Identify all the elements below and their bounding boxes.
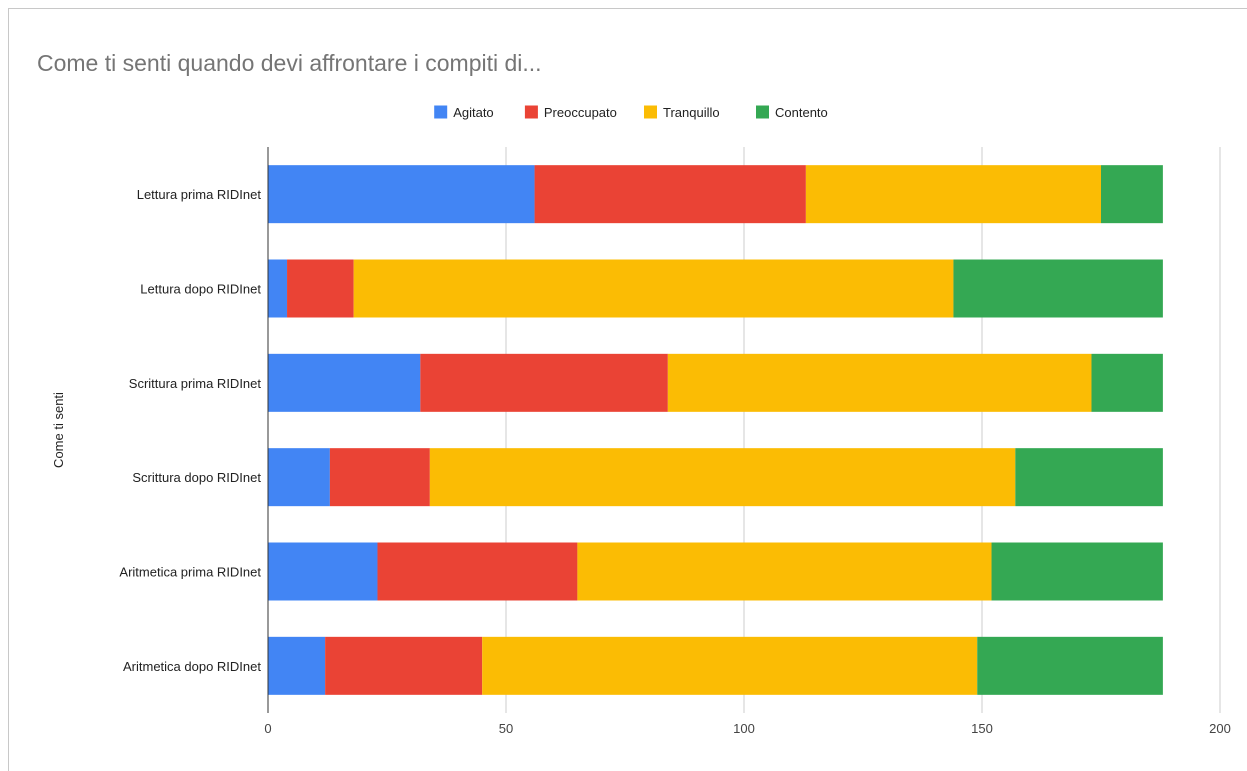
legend-swatch — [434, 105, 448, 119]
bar-segment — [953, 259, 1163, 318]
legend-label: Contento — [775, 105, 828, 120]
category-label: Aritmetica dopo RIDInet — [123, 659, 261, 674]
bar-segment — [667, 353, 1092, 412]
category-label: Lettura prima RIDInet — [137, 187, 262, 202]
gridlines — [505, 147, 1221, 713]
bar-segment — [329, 448, 430, 507]
category-label: Scrittura prima RIDInet — [129, 376, 262, 391]
bar-segment — [1091, 353, 1163, 412]
category-labels: Lettura prima RIDInet Lettura dopo RIDIne… — [119, 187, 261, 674]
category-label: Lettura dopo RIDInet — [140, 282, 261, 297]
category-label: Aritmetica prima RIDInet — [119, 565, 261, 580]
bar-segment — [325, 636, 483, 695]
bars — [268, 165, 1163, 695]
bar-segment — [268, 636, 326, 695]
legend-label: Tranquillo — [663, 105, 720, 120]
legend: Agitato Preoccupato Tranquillo Contento — [434, 105, 828, 120]
x-tick-label: 0 — [264, 721, 271, 736]
bar-segment — [268, 259, 288, 318]
legend-swatch — [644, 105, 657, 119]
x-tick-label: 100 — [733, 721, 755, 736]
legend-swatch — [524, 105, 538, 119]
x-tick-label: 200 — [1209, 721, 1231, 736]
bar-segment — [287, 259, 354, 318]
bar-segment — [577, 542, 992, 601]
bar-segment — [268, 353, 421, 412]
bar-segment — [805, 165, 1101, 224]
x-tick-labels: 0 50 100 150 200 — [264, 721, 1230, 736]
y-axis-title: Come ti senti — [51, 392, 66, 468]
x-tick-label: 50 — [499, 721, 513, 736]
bar-segment — [991, 542, 1163, 601]
bar-segment — [268, 448, 330, 507]
bar-segment — [482, 636, 978, 695]
bar-segment — [1101, 165, 1163, 224]
legend-label: Preoccupato — [544, 105, 617, 120]
chart-title: Come ti senti quando devi affrontare i c… — [37, 50, 542, 76]
bar-segment — [977, 636, 1163, 695]
bar-segment — [268, 165, 535, 224]
bar-segment — [429, 448, 1016, 507]
bar-segment — [377, 542, 578, 601]
bar-segment — [353, 259, 954, 318]
bar-segment — [420, 353, 668, 412]
category-label: Scrittura dopo RIDInet — [132, 470, 261, 485]
x-tick-label: 150 — [971, 721, 993, 736]
bar-segment — [1015, 448, 1163, 507]
bar-segment — [534, 165, 806, 224]
legend-label: Agitato — [453, 105, 493, 120]
bar-segment — [268, 542, 378, 601]
legend-swatch — [756, 105, 769, 119]
